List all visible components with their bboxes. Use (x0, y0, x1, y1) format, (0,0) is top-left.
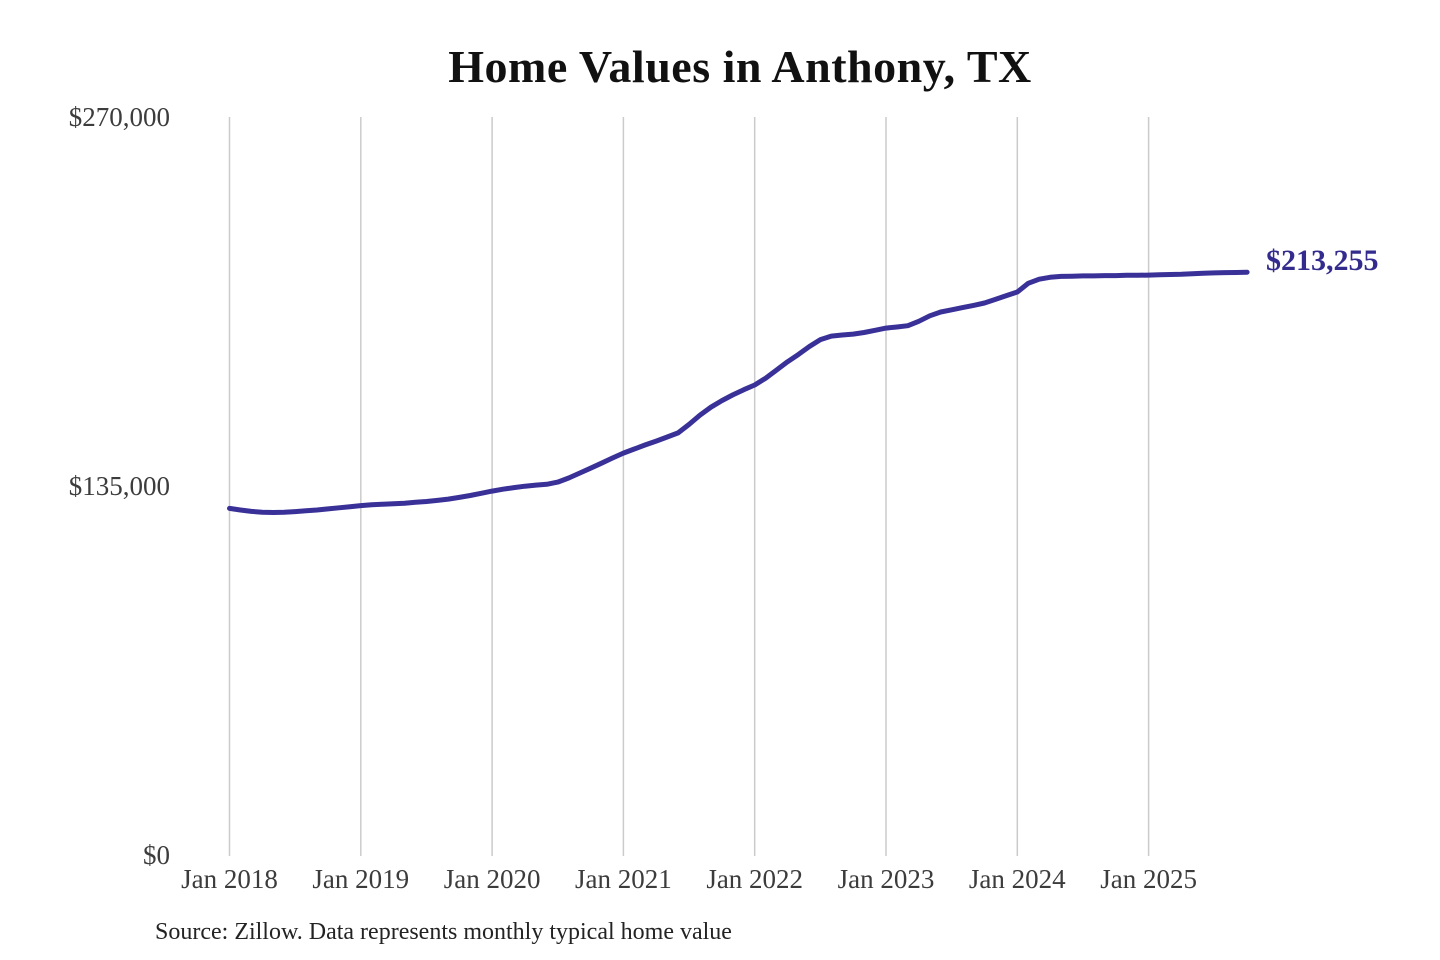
x-tick-label-jan-2021: Jan 2021 (575, 864, 672, 894)
source-note: Source: Zillow. Data represents monthly … (155, 919, 732, 945)
x-tick-label-jan-2025: Jan 2025 (1100, 864, 1197, 894)
y-tick-label-135000: $135,000 (68, 471, 170, 502)
x-tick-label-jan-2024: Jan 2024 (968, 864, 1066, 894)
chart-title: Home Values in Anthony, TX (448, 41, 1032, 92)
current-value-label: $213,255 (1266, 244, 1379, 277)
x-tick-label-jan-2020: Jan 2020 (443, 864, 541, 894)
x-tick-label-jan-2022: Jan 2022 (706, 864, 804, 894)
x-tick-label-jan-2023: Jan 2023 (837, 864, 935, 894)
gridlines (228, 117, 1150, 856)
y-tick-label-270000: $270,000 (68, 102, 170, 132)
x-tick-label-jan-2019: Jan 2019 (312, 864, 410, 894)
x-tick-label-jan-2018: Jan 2018 (181, 864, 278, 894)
home-value-line (227, 269, 1250, 515)
y-tick-label-0: $0 (143, 840, 170, 871)
